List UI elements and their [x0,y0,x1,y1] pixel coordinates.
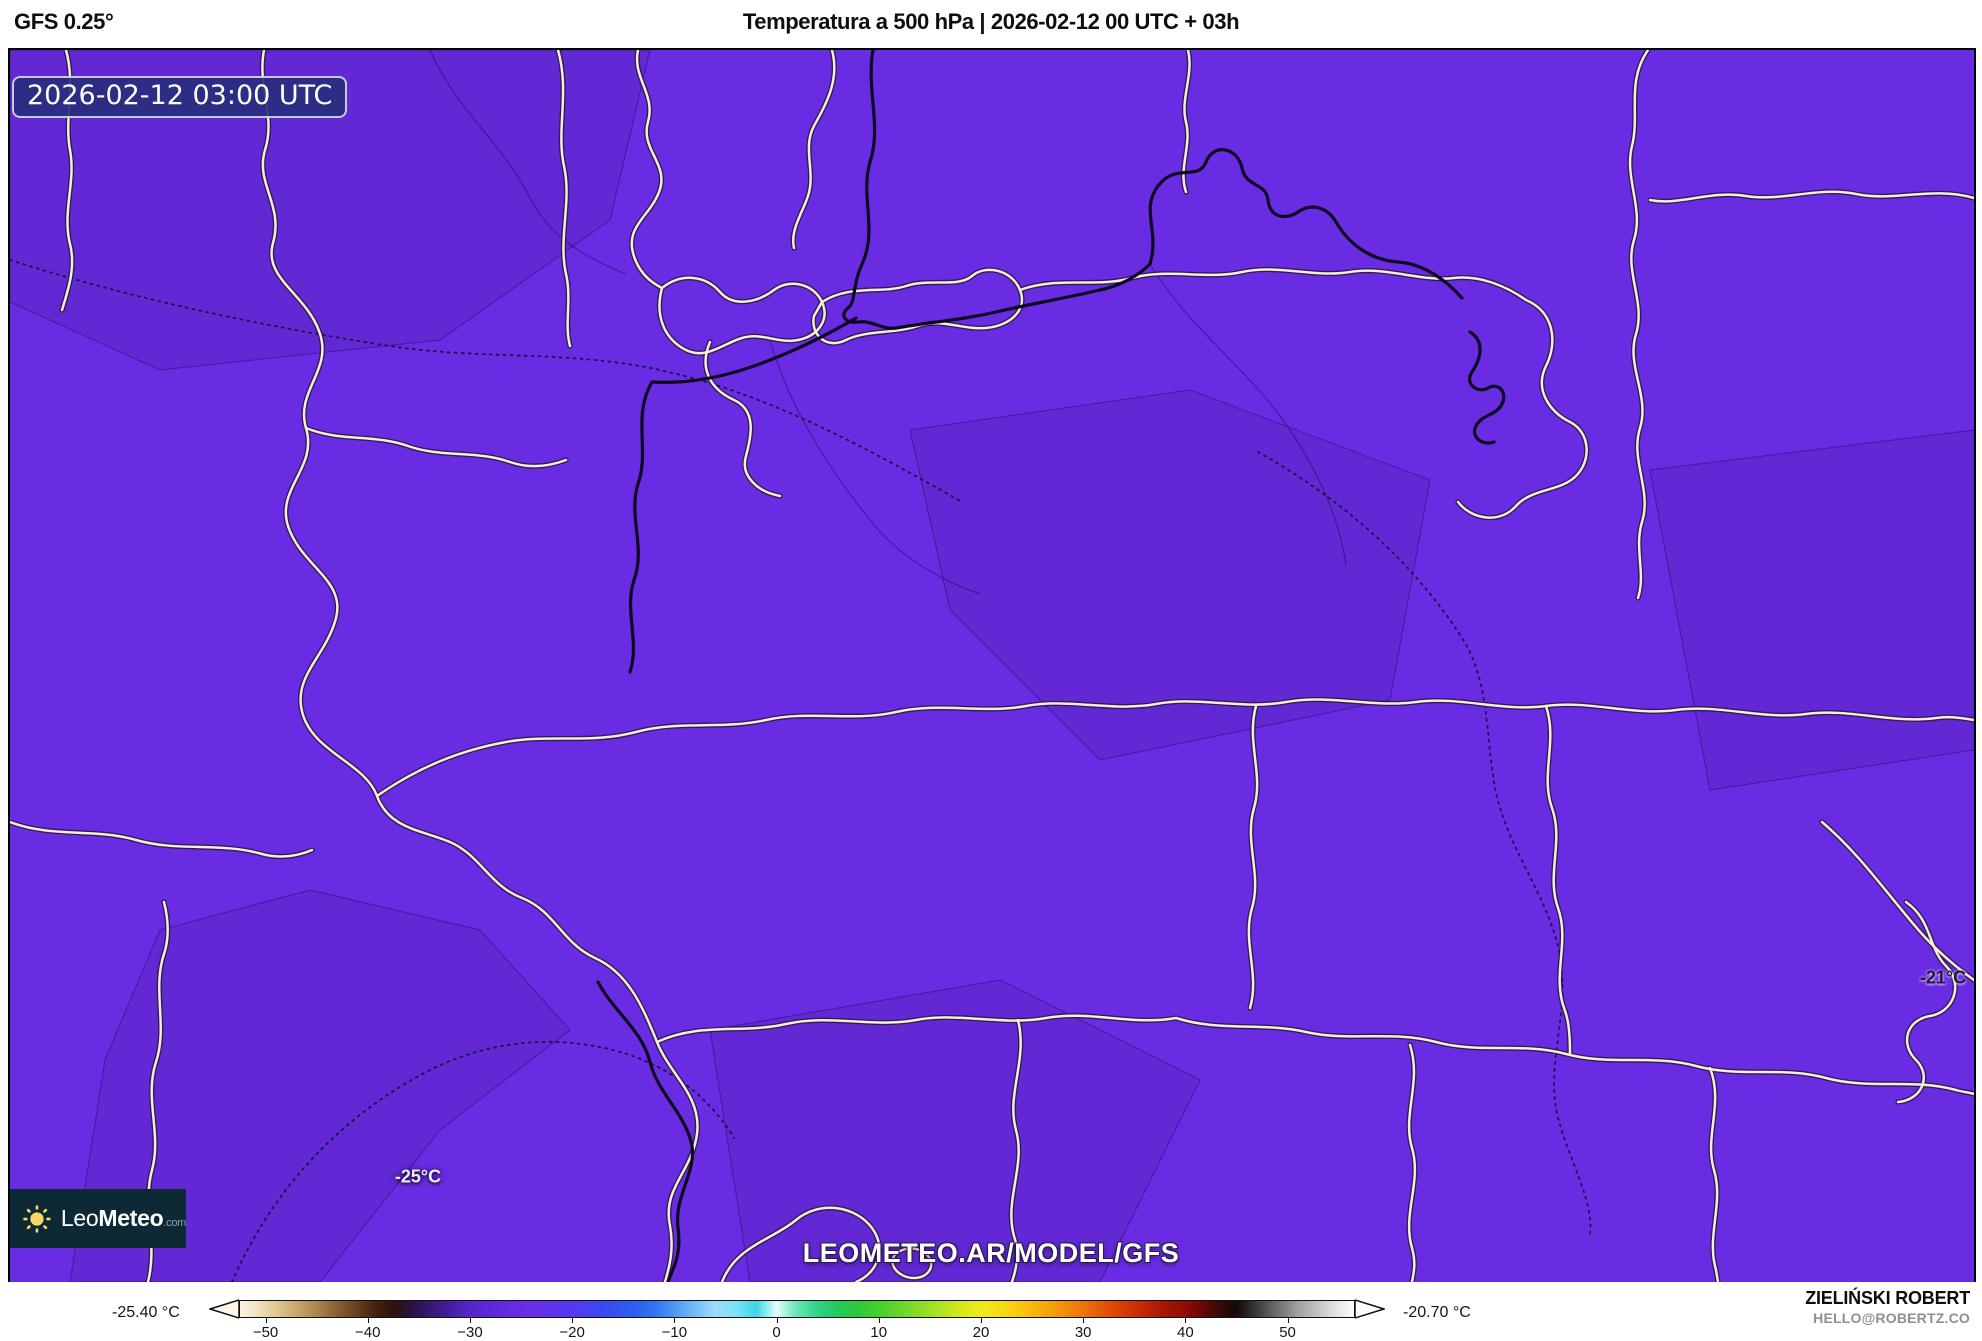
weather-map [8,48,1976,1284]
colorbar-tick: 30 [1075,1317,1092,1341]
watermark-text: LEOMETEO.AR/MODEL/GFS [802,1238,1180,1268]
bottom-bar: -25.40 °C −50 −40 −30 −20 −10 0 10 20 30 40 50 -20… [0,1282,1982,1341]
colorbar-tick: 50 [1279,1317,1296,1341]
timestamp-badge: 2026-02-12 03:00 UTC [12,76,348,118]
colorbar-tick: −30 [457,1317,483,1341]
logo-tld: .com [163,1217,186,1229]
map-canvas [10,50,1974,1282]
colorbar-tick-label: 20 [972,1324,990,1341]
colorbar-min-label: -25.40 °C [112,1304,180,1321]
colorbar-tick: −50 [253,1317,278,1341]
colorbar-max-label: -20.70 °C [1403,1304,1471,1321]
colorbar-tick: −10 [662,1317,687,1341]
top-bar: GFS 0.25° Temperatura a 500 hPa | 2026-0… [0,0,1982,48]
colorbar-tick: −40 [355,1317,380,1341]
attribution-name: ZIELIŃSKI ROBERT [1805,1288,1970,1308]
colorbar-tick: 10 [870,1317,887,1341]
colorbar-tick-label: 50 [1279,1324,1296,1341]
leometeo-logo: LeoMeteo.com [10,1189,186,1248]
colorbar-tick: 40 [1177,1317,1194,1341]
colorbar-tick-label: 10 [870,1324,888,1341]
colorbar-tick-label: −30 [457,1324,483,1341]
faint-division-lines [429,50,1347,595]
colorbar-gradient: −50 −40 −30 −20 −10 0 10 20 30 40 50 [239,1300,1355,1341]
logo-name-light: Leo [60,1205,99,1231]
colorbar-tick: 0 [772,1317,781,1341]
page-title: Temperatura a 500 hPa | 2026-02-12 00 UT… [742,9,1240,34]
logo-text: LeoMeteo.com [61,1205,186,1232]
border-lines [10,50,1974,1282]
colorbar-tick-label: 40 [1177,1324,1194,1341]
colorbar: −50 −40 −30 −20 −10 0 10 20 30 40 50 [209,1299,1385,1341]
colorbar-tick-label: −50 [252,1324,279,1341]
map-background [10,50,1974,1282]
colorbar-right-arrow-icon [1355,1299,1385,1319]
shade-polygons [10,50,1974,1282]
colorbar-tick-label: 30 [1074,1324,1092,1341]
colorbar-tick: −20 [559,1317,585,1341]
sun-icon [23,1204,51,1233]
colorbar-left-arrow-icon [209,1299,239,1319]
model-label: GFS 0.25° [14,9,114,34]
colorbar-tick-label: −10 [661,1324,688,1341]
logo-name-bold: Meteo [98,1205,164,1231]
colorbar-tick: 20 [973,1317,989,1341]
colorbar-tick-label: 0 [772,1324,781,1341]
colorbar-tick-label: −20 [559,1324,585,1341]
attribution-email: HELLO@ROBERTZ.CO [1813,1309,1970,1326]
colorbar-tick-label: −40 [355,1324,381,1341]
country-border-lines [596,50,1506,1282]
attribution: ZIELIŃSKI ROBERT HELLO@ROBERTZ.CO [1805,1288,1970,1326]
